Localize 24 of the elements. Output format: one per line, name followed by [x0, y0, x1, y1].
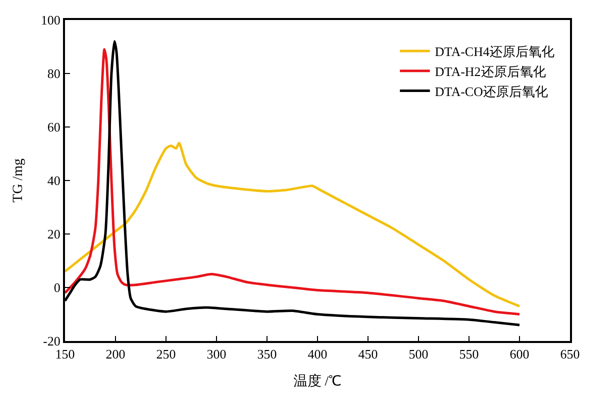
x-tick-label: 450	[358, 346, 378, 362]
x-tick-label: 250	[156, 346, 176, 362]
x-axis-title: 温度 /℃	[293, 373, 342, 390]
y-tick-label: 60	[47, 120, 60, 135]
legend-label: DTA-H2还原后氧化	[434, 64, 546, 79]
legend-label: DTA-CO还原后氧化	[434, 84, 548, 99]
x-tick-label: 650	[560, 346, 580, 362]
x-tick-label: 300	[206, 346, 226, 362]
y-tick-label: 40	[47, 173, 60, 188]
x-tick-label: 150	[55, 346, 75, 362]
y-tick-label: -20	[43, 334, 60, 349]
line-series	[65, 142, 521, 308]
y-tick-label: 20	[47, 226, 60, 242]
x-tick-label: 350	[257, 346, 277, 362]
y-tick-label: 0	[54, 280, 60, 296]
x-tick-label: 600	[510, 346, 530, 362]
x-tick-label: 500	[408, 346, 428, 362]
legend-label: DTA-CH4还原后氧化	[434, 44, 554, 60]
x-tick-label: 400	[308, 346, 328, 362]
y-axis-title: TG /mg	[11, 158, 26, 202]
x-tick-label: 200	[106, 346, 126, 362]
y-tick-label: 80	[47, 66, 60, 82]
x-tick-label: 550	[459, 346, 479, 362]
y-tick-label: 100	[40, 12, 60, 28]
